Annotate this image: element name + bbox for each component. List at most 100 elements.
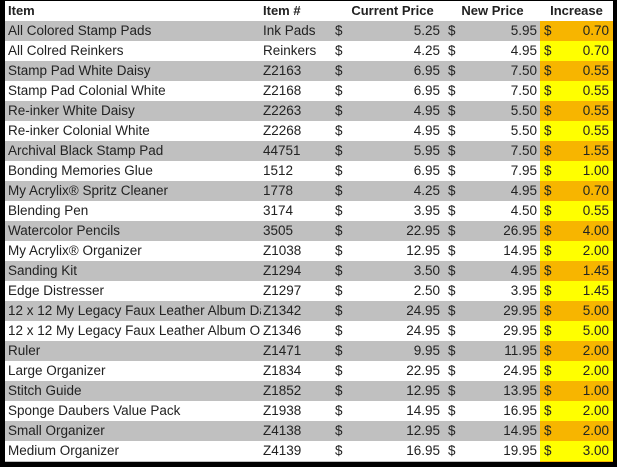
current-price-cell: 4.95 — [413, 103, 440, 118]
currency-symbol: $ — [335, 283, 343, 298]
currency-symbol: $ — [335, 303, 343, 318]
currency-symbol: $ — [335, 143, 343, 158]
currency-symbol: $ — [335, 103, 343, 118]
currency-symbol: $ — [448, 363, 456, 378]
increase-cell: $4.00 — [540, 221, 613, 241]
increase-value: 0.55 — [582, 123, 609, 138]
header-item-number: Item # — [263, 3, 301, 18]
item-number-cell: Z1294 — [263, 263, 302, 278]
new-price-cell: 5.50 — [510, 123, 537, 138]
table-row: Sanding Kit Z1294 $3.50 $4.95 $1.45 — [5, 261, 613, 281]
increase-cell: $0.70 — [540, 41, 613, 61]
header-new-price: New Price — [461, 3, 524, 18]
item-cell: All Colred Reinkers — [8, 43, 124, 58]
currency-symbol: $ — [544, 163, 552, 178]
increase-value: 0.70 — [582, 43, 609, 58]
currency-symbol: $ — [544, 303, 552, 318]
increase-cell: $1.45 — [540, 281, 613, 301]
new-price-cell: 4.95 — [510, 43, 537, 58]
increase-cell: $0.55 — [540, 81, 613, 101]
currency-symbol: $ — [544, 363, 552, 378]
item-number-cell: Z1297 — [263, 283, 302, 298]
increase-value: 0.70 — [582, 23, 609, 38]
currency-symbol: $ — [448, 423, 456, 438]
currency-symbol: $ — [544, 103, 552, 118]
item-cell: Stitch Guide — [8, 383, 82, 398]
currency-symbol: $ — [544, 143, 552, 158]
item-cell: Re-inker White Daisy — [8, 103, 135, 118]
currency-symbol: $ — [544, 243, 552, 258]
item-cell: Sponge Daubers Value Pack — [8, 403, 181, 418]
increase-cell: $2.00 — [540, 341, 613, 361]
new-price-cell: 26.95 — [503, 223, 537, 238]
increase-value: 0.55 — [582, 63, 609, 78]
table-row: Blending Pen 3174 $3.95 $4.50 $0.55 — [5, 201, 613, 221]
item-number-cell: Z726 — [263, 461, 333, 462]
table-row: My Acrylix® Spritz Cleaner 1778 $4.25 $4.95… — [5, 181, 613, 201]
new-price-cell: 4.50 — [455, 461, 537, 462]
currency-symbol: $ — [544, 183, 552, 198]
increase-cell: $0.55 — [540, 461, 613, 462]
table-row: All Colred Reinkers Reinkers $4.25 $4.95 $0.… — [5, 41, 613, 61]
currency-symbol: $ — [448, 283, 456, 298]
current-price-cell: 3.50 — [413, 263, 440, 278]
currency-symbol: $ — [448, 83, 456, 98]
current-price-cell: 2.50 — [413, 283, 440, 298]
item-cell: All Colored Stamp Pads — [8, 23, 152, 38]
increase-cell: $2.00 — [540, 361, 613, 381]
currency-symbol: $ — [544, 223, 552, 238]
header-current-price: Current Price — [351, 3, 434, 18]
currency-symbol: $ — [335, 263, 343, 278]
new-price-cell: 7.95 — [510, 163, 537, 178]
currency-symbol: $ — [335, 63, 343, 78]
currency-symbol: $ — [544, 443, 552, 458]
currency-symbol: $ — [335, 223, 343, 238]
increase-value: 0.55 — [582, 203, 609, 218]
currency-symbol: $ — [544, 423, 552, 438]
currency-symbol: $ — [448, 23, 456, 38]
currency-symbol: $ — [544, 323, 552, 338]
item-cell: Re-inker Colonial White — [8, 123, 150, 138]
increase-cell: $3.00 — [540, 441, 613, 461]
current-price-cell: 3.95 — [345, 461, 440, 462]
item-cell: My Acrylix® Organizer — [8, 243, 142, 258]
item-cell: Bonding Memories Glue — [8, 163, 153, 178]
currency-symbol: $ — [335, 183, 343, 198]
new-price-cell: 7.50 — [510, 83, 537, 98]
increase-cell: $0.55 — [540, 61, 613, 81]
increase-cell: $1.55 — [540, 141, 613, 161]
new-price-cell: 29.95 — [503, 303, 537, 318]
current-price-cell: 3.95 — [413, 203, 440, 218]
current-price-cell: 9.95 — [413, 343, 440, 358]
increase-cell: $2.00 — [540, 241, 613, 261]
table-row: Sponge Daubers Value Pack Z1938 $14.95 $16.… — [5, 401, 613, 421]
increase-cell: $0.55 — [540, 201, 613, 221]
table-row: Large Organizer Z1834 $22.95 $24.95 $2.00 — [5, 361, 613, 381]
increase-value: 2.00 — [582, 423, 609, 438]
increase-value: 0.55 — [583, 461, 609, 462]
currency-symbol: $ — [335, 423, 343, 438]
current-price-cell: 24.95 — [406, 303, 440, 318]
increase-cell: $1.00 — [540, 161, 613, 181]
table-row: 12 x 12 My Legacy Faux Leather Album Da Z… — [5, 301, 613, 321]
currency-symbol: $ — [448, 443, 456, 458]
item-number-cell: Z1834 — [263, 363, 302, 378]
currency-symbol: $ — [544, 343, 552, 358]
currency-symbol: $ — [448, 143, 456, 158]
item-cell: Sanding Kit — [8, 263, 78, 278]
currency-symbol: $ — [448, 343, 456, 358]
increase-cell: $5.00 — [540, 301, 613, 321]
currency-symbol: $ — [335, 163, 343, 178]
item-cell: Edge Distresser — [8, 283, 105, 298]
item-cell: 12 x 12 My Legacy Faux Leather Album Ou — [8, 323, 261, 338]
increase-value: 2.00 — [582, 363, 609, 378]
current-price-cell: 22.95 — [406, 363, 440, 378]
item-cell: Small Organizer — [8, 423, 105, 438]
currency-symbol: $ — [335, 383, 343, 398]
item-cell: Archival Black Stamp Pad — [8, 143, 164, 158]
currency-symbol: $ — [335, 43, 343, 58]
table-row: All Colored Stamp Pads Ink Pads $5.25 $5.95… — [5, 21, 613, 41]
increase-value: 1.00 — [582, 383, 609, 398]
currency-symbol: $ — [335, 403, 343, 418]
table-row: 12 x 12 My Legacy Faux Leather Album Ou Z… — [5, 321, 613, 341]
